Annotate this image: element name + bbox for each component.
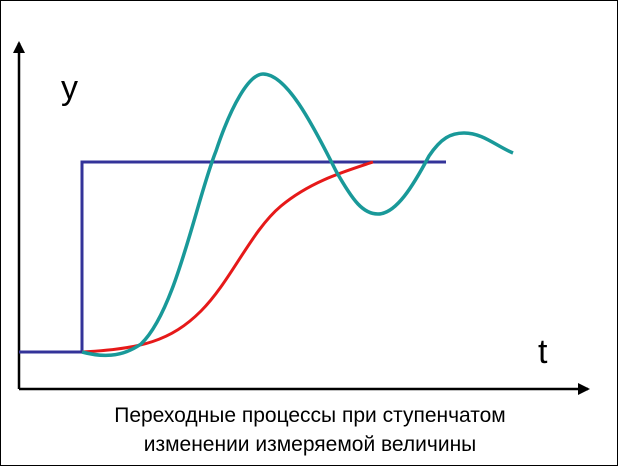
caption-line-1: Переходные процессы при ступенчатом <box>114 404 506 427</box>
x-axis-label: t <box>538 333 548 371</box>
oscillatory-response-curve <box>81 72 514 358</box>
y-axis-label: y <box>61 69 78 107</box>
aperiodic-response-curve <box>81 160 374 354</box>
diagram-caption: Переходные процессы при ступенчатом изме… <box>1 401 618 459</box>
transient-plot: y t <box>13 41 590 395</box>
step-input-line <box>19 160 446 354</box>
caption-line-2: изменении измеряемой величины <box>143 433 477 456</box>
